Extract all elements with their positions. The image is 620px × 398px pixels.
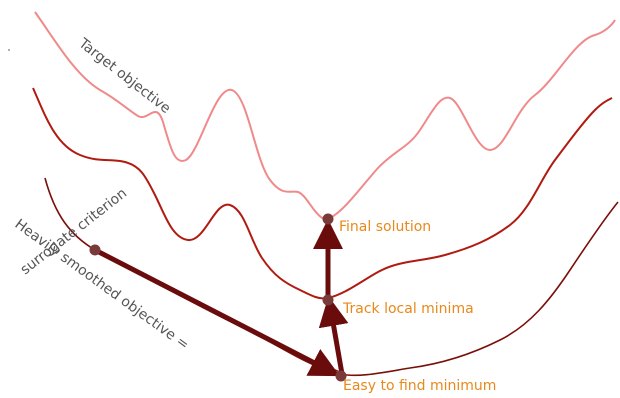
arrow-descent: [93, 247, 341, 377]
stray-dot: [8, 49, 10, 51]
final-solution-point: [322, 213, 334, 225]
heavily-smoothed-curve: [44, 177, 619, 377]
easy-to-find-minimum-label: Easy to find minimum: [343, 378, 496, 394]
final-solution-label: Final solution: [339, 219, 431, 235]
track-local-minima-label: Track local minima: [342, 301, 474, 317]
arrow-to-local-minima: [318, 296, 349, 375]
start-point: [89, 244, 101, 256]
easy-minimum-point: [335, 370, 347, 382]
target-objective-label: Target objective: [75, 35, 174, 117]
intermediate-smoothed-curve: [32, 87, 613, 300]
local-minimum-point: [322, 294, 334, 306]
target-objective-curve: [34, 11, 616, 220]
